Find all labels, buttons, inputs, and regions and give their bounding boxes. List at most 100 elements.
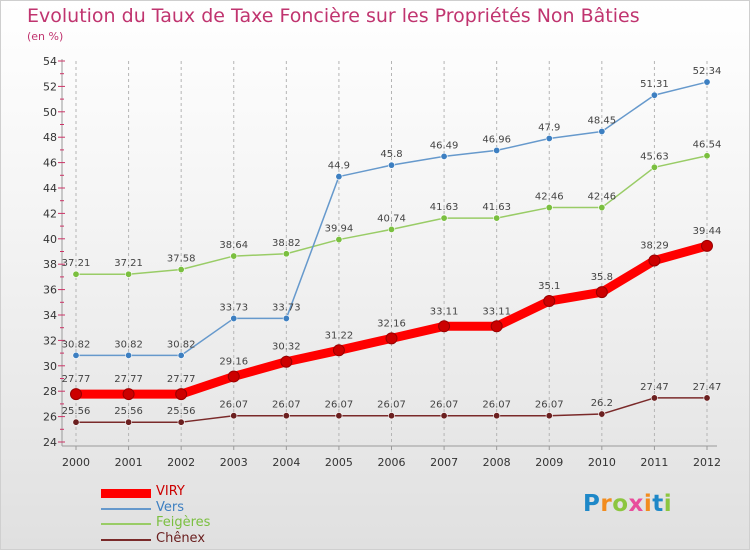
legend-swatch-viry — [101, 488, 151, 498]
data-label-chenex: 26.07 — [272, 400, 301, 411]
data-point-feigeres — [177, 266, 185, 274]
x-tick-label: 2009 — [535, 456, 563, 469]
x-tick-label: 2003 — [220, 456, 248, 469]
data-point-viry — [543, 295, 556, 308]
data-label-viry: 31.22 — [325, 330, 354, 341]
data-label-feigeres: 42.46 — [535, 192, 564, 203]
data-point-chenex — [72, 418, 80, 426]
data-point-vers — [440, 152, 448, 160]
legend-swatch-vers — [101, 507, 151, 510]
data-point-chenex — [282, 412, 290, 420]
data-label-viry: 30.32 — [272, 342, 301, 353]
data-label-chenex: 26.07 — [325, 400, 354, 411]
data-point-chenex — [177, 418, 185, 426]
data-label-viry: 27.77 — [167, 374, 196, 385]
x-tick-label: 2000 — [62, 456, 90, 469]
data-point-viry — [332, 344, 345, 357]
data-label-feigeres: 37.21 — [114, 258, 143, 269]
data-label-vers: 46.49 — [430, 140, 459, 151]
data-label-feigeres: 42.46 — [588, 192, 617, 203]
data-point-chenex — [493, 412, 501, 420]
x-tick-label: 2005 — [325, 456, 353, 469]
data-label-feigeres: 37.21 — [62, 258, 91, 269]
data-label-viry: 35.1 — [538, 281, 560, 292]
logo-letter: P — [583, 491, 601, 517]
y-tick-label: 26 — [43, 411, 57, 424]
data-label-viry: 39.44 — [693, 226, 722, 237]
data-label-viry: 33.11 — [430, 306, 459, 317]
data-point-viry — [648, 254, 661, 267]
data-label-vers: 30.82 — [167, 339, 196, 350]
y-tick-label: 32 — [43, 334, 57, 347]
chart-title: Evolution du Taux de Taxe Foncière sur l… — [27, 5, 640, 27]
legend-swatch-feigeres — [101, 523, 151, 525]
data-label-viry: 27.77 — [62, 374, 91, 385]
data-label-feigeres: 40.74 — [377, 213, 406, 224]
x-tick-label: 2004 — [272, 456, 300, 469]
data-point-chenex — [230, 412, 238, 420]
data-point-viry — [385, 332, 398, 345]
y-tick-label: 46 — [43, 157, 57, 170]
data-label-vers: 45.8 — [380, 149, 402, 160]
x-tick-label: 2010 — [588, 456, 616, 469]
data-label-viry: 33.11 — [482, 306, 511, 317]
data-point-feigeres — [282, 250, 290, 258]
data-point-vers — [598, 127, 606, 135]
y-tick-label: 44 — [43, 182, 57, 195]
y-tick-label: 50 — [43, 106, 57, 119]
data-label-viry: 35.8 — [591, 272, 613, 283]
data-point-viry — [280, 355, 293, 368]
logo-letter: i — [643, 491, 653, 517]
legend-label-chenex: Chênex — [156, 530, 206, 546]
x-tick-label: 2002 — [167, 456, 195, 469]
data-label-feigeres: 39.94 — [325, 224, 354, 235]
data-label-chenex: 27.47 — [640, 382, 669, 393]
y-tick-label: 38 — [43, 258, 57, 271]
y-tick-label: 52 — [43, 80, 57, 93]
legend-label-viry: VIRY — [156, 484, 185, 499]
y-tick-label: 30 — [43, 360, 57, 373]
data-point-vers — [230, 314, 238, 322]
data-label-vers: 30.82 — [114, 339, 143, 350]
data-point-viry — [595, 286, 608, 299]
legend-label-feigeres: Feigères — [156, 515, 211, 530]
data-label-chenex: 26.07 — [219, 400, 248, 411]
data-label-feigeres: 46.54 — [693, 140, 722, 151]
data-point-feigeres — [230, 252, 238, 260]
x-tick-label: 2006 — [378, 456, 406, 469]
data-point-viry — [227, 370, 240, 383]
logo-letter: i — [663, 491, 673, 517]
data-point-vers — [282, 314, 290, 322]
data-label-feigeres: 38.82 — [272, 238, 301, 249]
data-point-feigeres — [545, 204, 553, 212]
data-label-vers: 52.34 — [693, 66, 722, 77]
data-label-vers: 33.73 — [272, 302, 301, 313]
data-point-chenex — [545, 412, 553, 420]
data-point-feigeres — [598, 204, 606, 212]
data-point-vers — [125, 351, 133, 359]
data-point-chenex — [650, 394, 658, 402]
data-label-vers: 48.45 — [588, 115, 617, 126]
data-point-viry — [175, 388, 188, 401]
data-label-chenex: 26.2 — [591, 398, 613, 409]
logo-letter: o — [612, 491, 629, 517]
data-point-chenex — [440, 412, 448, 420]
data-point-feigeres — [650, 163, 658, 171]
x-tick-label: 2008 — [483, 456, 511, 469]
data-point-viry — [438, 320, 451, 333]
data-point-vers — [387, 161, 395, 169]
data-point-chenex — [598, 410, 606, 418]
data-label-viry: 32.16 — [377, 318, 406, 329]
data-point-feigeres — [440, 214, 448, 222]
data-point-vers — [650, 91, 658, 99]
data-point-chenex — [387, 412, 395, 420]
data-point-feigeres — [387, 225, 395, 233]
data-label-feigeres: 37.58 — [167, 254, 196, 265]
data-point-feigeres — [335, 236, 343, 244]
data-label-viry: 38.29 — [640, 241, 669, 252]
data-label-vers: 46.96 — [482, 134, 511, 145]
data-point-chenex — [125, 418, 133, 426]
data-label-viry: 29.16 — [219, 356, 248, 367]
